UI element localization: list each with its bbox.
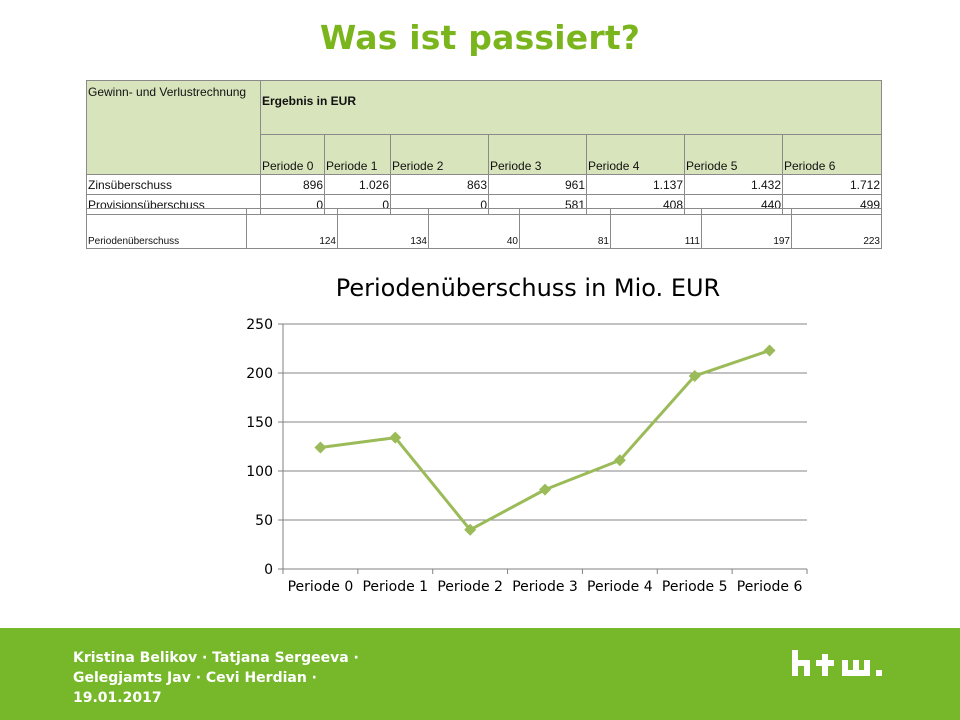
x-tick-label: Periode 3	[512, 579, 578, 595]
table-cell: 961	[488, 174, 587, 195]
pl-corner-header: Gewinn- und Verlustrechnung	[86, 80, 261, 175]
row-label: Periodenüberschuss	[86, 208, 247, 249]
footer-bar: Kristina Belikov · Tatjana Sergeeva · Ge…	[0, 628, 960, 720]
authors-line-2: Gelegjamts Jav · Cevi Herdian ·	[73, 670, 317, 686]
x-tick-label: Periode 0	[288, 579, 354, 595]
table-cell: 81	[519, 208, 611, 249]
table-cell: 111	[610, 208, 702, 249]
pl-period-header: Periode 4	[586, 134, 685, 175]
data-point	[539, 483, 551, 496]
y-tick-label: 150	[246, 415, 273, 431]
authors-line-1: Kristina Belikov · Tatjana Sergeeva ·	[73, 650, 359, 666]
line-chart: Periodenüberschuss in Mio. EUR 0 50 100 150…	[246, 274, 808, 595]
data-point	[464, 523, 477, 536]
pl-period-header: Periode 1	[324, 134, 391, 175]
chart-title: Periodenüberschuss in Mio. EUR	[336, 274, 720, 302]
pl-period-header: Periode 6	[782, 134, 882, 175]
row-label: Zinsüberschuss	[86, 174, 261, 195]
table-cell: 896	[260, 174, 325, 195]
table-row: Periodenüberschuss 124 134 40 81 111 197…	[86, 208, 882, 249]
table-row: Zinsüberschuss 896 1.026 863 961 1.137 1…	[86, 174, 882, 195]
table-cell: 863	[390, 174, 489, 195]
footer-authors: Kristina Belikov · Tatjana Sergeeva · Ge…	[73, 648, 433, 708]
table-cell: 1.026	[324, 174, 391, 195]
pl-period-header: Periode 3	[488, 134, 587, 175]
table-cell: 124	[246, 208, 338, 249]
y-tick-label: 250	[246, 317, 273, 333]
x-tick-label: Periode 6	[737, 579, 803, 595]
data-point	[613, 454, 626, 467]
x-tick-label: Periode 5	[662, 579, 728, 595]
table-cell: 134	[337, 208, 429, 249]
pl-table: Gewinn- und Verlustrechnung Ergebnis in …	[86, 80, 882, 215]
pl-period-header: Periode 5	[684, 134, 783, 175]
table-cell: 1.432	[684, 174, 783, 195]
table-cell: 40	[428, 208, 520, 249]
table-cell: 1.712	[782, 174, 882, 195]
y-tick-label: 0	[264, 562, 273, 578]
y-tick-label: 50	[255, 513, 273, 529]
pl-period-header: Periode 0	[260, 134, 325, 175]
data-point	[314, 441, 327, 454]
htw-logo-icon	[792, 650, 882, 676]
x-tick-label: Periode 4	[587, 579, 653, 595]
y-tick-label: 200	[246, 366, 273, 382]
x-tick-label: Periode 1	[362, 579, 428, 595]
data-point	[688, 369, 701, 382]
pl-period-header: Periode 2	[390, 134, 489, 175]
data-point	[763, 344, 776, 357]
slide-title: Was ist passiert?	[319, 18, 641, 57]
table-cell: 197	[701, 208, 792, 249]
period-surplus-table: Periodenüberschuss 124 134 40 81 111 197…	[86, 208, 882, 249]
x-tick-label: Periode 2	[437, 579, 503, 595]
y-tick-label: 100	[246, 464, 273, 480]
series-line	[320, 349, 771, 532]
data-point	[389, 431, 402, 444]
footer-date: 19.01.2017	[73, 690, 162, 706]
table-cell: 1.137	[586, 174, 685, 195]
table-cell: 223	[791, 208, 882, 249]
pl-result-header: Ergebnis in EUR	[260, 80, 882, 135]
